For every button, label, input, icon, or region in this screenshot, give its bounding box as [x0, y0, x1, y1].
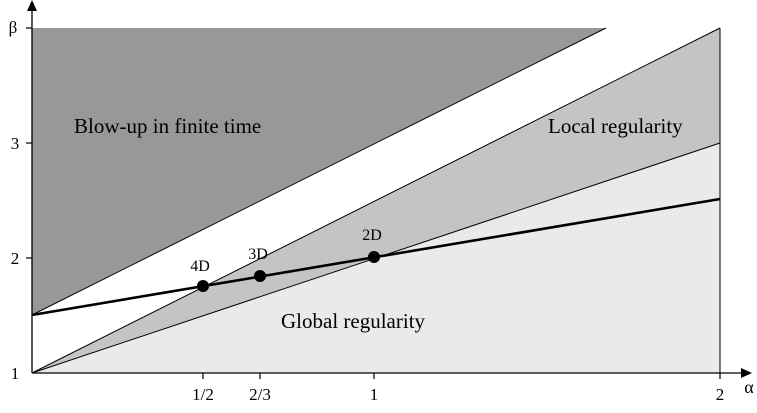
point-3d-label: 3D: [248, 246, 268, 263]
x-axis-arrow-icon: [741, 368, 752, 378]
local-region-label: Local regularity: [548, 114, 683, 138]
y-axis-arrow-icon: [27, 0, 37, 11]
global-region-label: Global regularity: [281, 309, 426, 333]
point-2d-label: 2D: [362, 227, 382, 244]
blowup-boundary-line: [31, 27, 607, 316]
x-tick-label: 1: [370, 385, 379, 404]
y-axis-label: β: [9, 18, 18, 37]
y-tick-label: 1: [11, 364, 20, 383]
point-4d-marker: [197, 280, 209, 292]
tick-marks: [26, 27, 721, 379]
x-axis-label: α: [744, 377, 754, 397]
blowup-region-label: Blow-up in finite time: [74, 114, 261, 138]
x-tick-label: 2/3: [249, 385, 271, 404]
y-tick-label: 3: [11, 134, 20, 153]
point-4d-label: 4D: [190, 258, 210, 275]
x-tick-label: 1/2: [192, 385, 214, 404]
upper-boundary-line: [31, 27, 721, 374]
y-tick-label: 2: [11, 249, 20, 268]
x-tick-label: 2: [716, 385, 725, 404]
point-2d-marker: [368, 251, 380, 263]
point-3d-marker: [254, 270, 266, 282]
axes: [31, 6, 745, 374]
